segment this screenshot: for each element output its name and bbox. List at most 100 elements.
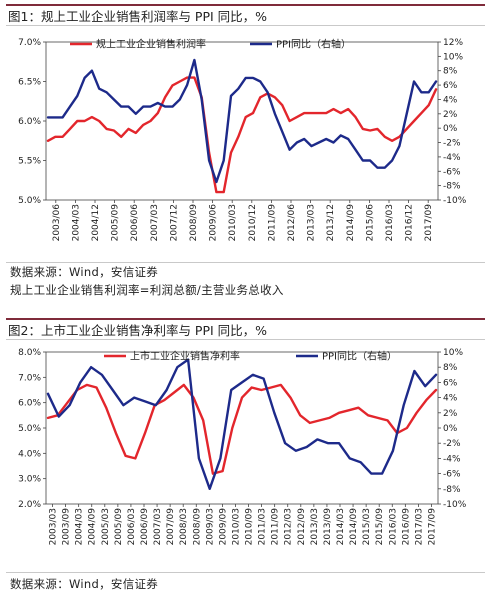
x-axis-label: 2005/09 bbox=[114, 508, 124, 546]
x-axis-label: 2003/06 bbox=[52, 204, 62, 242]
right-axis-label: -10% bbox=[443, 500, 467, 510]
left-axis-label: 5.5% bbox=[18, 157, 41, 167]
figure-2-divider bbox=[6, 572, 485, 573]
figure-1-title: 图1：规上工业企业销售利润率与 PPI 同比，% bbox=[6, 4, 485, 26]
x-axis-label: 2013/09 bbox=[323, 508, 333, 546]
right-axis-label: 10% bbox=[443, 348, 463, 358]
x-axis-label: 2013/12 bbox=[326, 204, 336, 241]
x-axis-label: 2006/09 bbox=[140, 508, 150, 546]
x-axis-label: 2016/03 bbox=[385, 204, 395, 241]
left-axis-label: 2.0% bbox=[18, 500, 41, 510]
left-axis-label: 4.0% bbox=[18, 449, 41, 459]
ppi-yoy-line bbox=[46, 358, 438, 491]
right-axis-label: -4% bbox=[443, 454, 461, 464]
x-axis-label: 2010/03 bbox=[231, 508, 241, 545]
figure-1-formula: 规上工业企业销售利润率=利润总额/主营业务总收入 bbox=[10, 283, 284, 297]
right-axis-label: 8% bbox=[443, 67, 458, 77]
figure-1-source: 数据来源：Wind，安信证券 bbox=[10, 265, 159, 279]
right-axis-label: -2% bbox=[443, 139, 461, 149]
x-axis-label: 2003/03 bbox=[49, 508, 59, 545]
x-axis-label: 2008/09 bbox=[192, 508, 202, 546]
x-axis-label: 2008/03 bbox=[179, 508, 189, 545]
left-axis-label: 7.0% bbox=[18, 373, 41, 383]
legend-profit-label: 规上工业企业销售利润率 bbox=[96, 38, 206, 51]
left-axis-label: 6.0% bbox=[18, 117, 41, 127]
right-axis-label: 0% bbox=[443, 424, 458, 434]
x-axis-label: 2012/06 bbox=[287, 204, 297, 242]
x-axis-label: 2011/03 bbox=[258, 508, 268, 545]
left-axis-label: 8.0% bbox=[18, 348, 41, 358]
right-axis-label: 4% bbox=[443, 95, 458, 105]
x-axis-label: 2008/09 bbox=[189, 204, 199, 242]
x-axis-label: 2017/09 bbox=[424, 204, 434, 242]
x-axis-label: 2012/03 bbox=[284, 508, 294, 545]
figure-2-source: 数据来源：Wind，安信证券 bbox=[10, 577, 159, 591]
profit-margin-line bbox=[46, 76, 438, 194]
x-axis-label: 2017/09 bbox=[427, 508, 437, 546]
profit-margin-line bbox=[46, 383, 438, 475]
plot-frame bbox=[45, 351, 439, 505]
ppi-yoy-line bbox=[46, 58, 438, 184]
x-axis-label: 2004/03 bbox=[75, 508, 85, 545]
x-axis-label: 2003/09 bbox=[62, 508, 72, 546]
figure-2-chart: 2.0% 3.0% 4.0% 5.0% 6.0% 7.0% 8.0% -10% -8% -6% -4… bbox=[18, 348, 467, 546]
x-axis-label: 2007/03 bbox=[153, 508, 163, 545]
figure-2-title: 图2：上市工业企业销售净利率与 PPI 同比，% bbox=[6, 318, 485, 340]
x-axis-label: 2015/06 bbox=[365, 204, 375, 242]
legend-ppi-label: PPI同比（右轴） bbox=[322, 350, 397, 363]
right-axis-label: -6% bbox=[443, 167, 461, 177]
right-axis-label: -10% bbox=[443, 196, 467, 206]
x-axis-label: 2014/03 bbox=[336, 508, 346, 545]
legend-ppi-label: PPI同比（右轴） bbox=[276, 38, 351, 51]
x-axis-label: 2004/03 bbox=[71, 204, 81, 241]
right-axis-label: 10% bbox=[443, 52, 463, 62]
plot-frame bbox=[45, 41, 439, 201]
left-axis-label: 3.0% bbox=[18, 475, 41, 485]
x-axis-label: 2011/09 bbox=[267, 204, 277, 242]
right-axis-label: 6% bbox=[443, 378, 458, 388]
x-axis-label: 2007/09 bbox=[166, 508, 176, 546]
x-axis-label: 2016/09 bbox=[401, 508, 411, 546]
x-axis-label: 2012/09 bbox=[297, 508, 307, 546]
right-axis-label: -8% bbox=[443, 485, 461, 495]
x-axis-label: 2016/12 bbox=[405, 204, 415, 241]
figure-1-chart: 5.0% 5.5% 6.0% 6.5% 7.0% -10% -8% -6% -4% -2% 0% 2%… bbox=[18, 38, 467, 242]
right-axis-label: -2% bbox=[443, 439, 461, 449]
x-axis-label: 2010/12 bbox=[248, 204, 258, 241]
x-axis-label: 2015/09 bbox=[375, 508, 385, 546]
x-axis-label: 2006/03 bbox=[127, 508, 137, 545]
right-axis-label: 12% bbox=[443, 38, 463, 48]
left-axis-label: 6.5% bbox=[18, 78, 41, 88]
x-axis-label: 2010/09 bbox=[245, 508, 255, 546]
right-axis-label: 4% bbox=[443, 394, 458, 404]
x-axis-label: 2011/09 bbox=[271, 508, 281, 546]
right-axis-label: 6% bbox=[443, 81, 458, 91]
left-axis-label: 7.0% bbox=[18, 38, 41, 48]
x-axis-label: 2007/12 bbox=[169, 204, 179, 241]
right-axis-label: 2% bbox=[443, 409, 458, 419]
x-axis-label: 2016/03 bbox=[388, 508, 398, 545]
right-axis-label: 2% bbox=[443, 110, 458, 120]
right-axis-label: 8% bbox=[443, 363, 458, 373]
right-axis-label: 0% bbox=[443, 124, 458, 134]
x-axis-label: 2005/03 bbox=[101, 508, 111, 545]
x-axis-label: 2005/09 bbox=[111, 204, 121, 242]
x-axis-label: 2006/06 bbox=[130, 204, 140, 242]
x-axis-label: 2009/03 bbox=[205, 508, 215, 545]
x-axis-label: 2014/09 bbox=[346, 204, 356, 242]
x-axis-label: 2017/03 bbox=[414, 508, 424, 545]
legend-profit-label: 上市工业企业销售净利率 bbox=[130, 350, 240, 363]
left-axis-label: 6.0% bbox=[18, 399, 41, 409]
figure-1-divider bbox=[6, 262, 485, 263]
x-axis-label: 2009/09 bbox=[218, 508, 228, 546]
x-axis-label: 2009/06 bbox=[209, 204, 219, 242]
x-axis-label: 2014/09 bbox=[349, 508, 359, 546]
right-axis-label: -8% bbox=[443, 182, 461, 192]
x-axis-label: 2004/12 bbox=[91, 204, 101, 241]
left-axis-label: 5.0% bbox=[18, 424, 41, 434]
x-axis-label: 2015/03 bbox=[362, 508, 372, 545]
x-axis-label: 2010/03 bbox=[228, 204, 238, 241]
x-axis-label: 2013/03 bbox=[310, 508, 320, 545]
right-axis-label: -4% bbox=[443, 153, 461, 163]
x-axis-label: 2004/09 bbox=[88, 508, 98, 546]
